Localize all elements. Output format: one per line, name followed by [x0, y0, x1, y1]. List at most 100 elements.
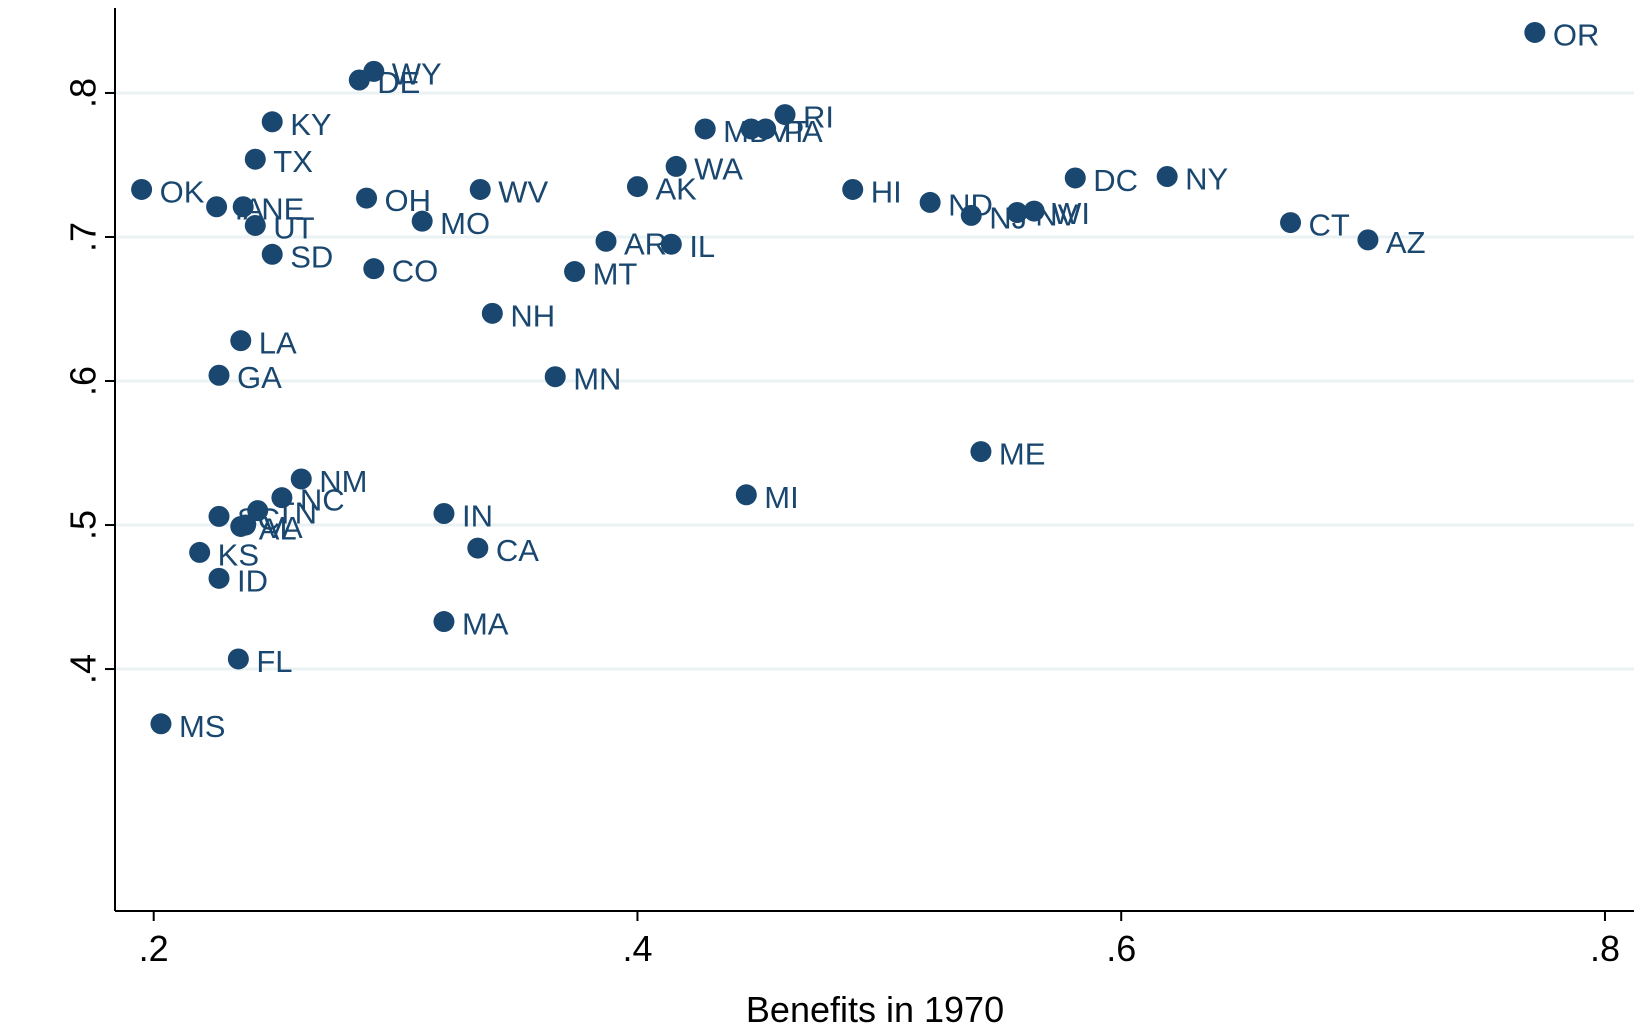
point: [208, 505, 230, 527]
x-tick-label: .8: [1590, 928, 1620, 969]
point-label: VA: [264, 510, 303, 545]
point-label: IL: [689, 229, 715, 264]
y-tick-label: .8: [63, 78, 104, 108]
point-label: MI: [764, 480, 798, 515]
point: [660, 233, 682, 255]
point: [189, 541, 211, 563]
point: [740, 118, 762, 140]
point: [348, 69, 370, 91]
point: [208, 567, 230, 589]
point-label: HI: [871, 174, 902, 209]
point: [208, 364, 230, 386]
point-label: KS: [218, 537, 259, 572]
point-label: ME: [999, 437, 1046, 472]
point-label: AZ: [1386, 225, 1426, 260]
point: [230, 515, 252, 537]
point-label: AL: [259, 511, 297, 546]
point: [1524, 21, 1546, 43]
point-label: WA: [694, 151, 743, 186]
point-label: GA: [237, 360, 282, 395]
point: [230, 330, 252, 352]
point: [1006, 202, 1028, 224]
point: [271, 487, 293, 509]
point: [481, 302, 503, 324]
point-label: SD: [290, 239, 333, 274]
y-tick-label: .4: [63, 654, 104, 684]
point: [467, 537, 489, 559]
point-label: WI: [1052, 196, 1090, 231]
point: [150, 713, 172, 735]
point-label: CA: [496, 533, 539, 568]
point-label: WV: [498, 174, 548, 209]
point-label: MT: [593, 257, 638, 292]
x-axis-title: Benefits in 1970: [746, 989, 1004, 1029]
point-label: DE: [377, 65, 420, 100]
point: [595, 230, 617, 252]
x-tick-label: .2: [139, 928, 169, 969]
point: [433, 503, 455, 525]
point-label: RI: [803, 100, 834, 135]
point: [247, 500, 269, 522]
point: [960, 204, 982, 226]
x-tick-label: .4: [622, 928, 652, 969]
point: [469, 178, 491, 200]
point: [1023, 200, 1045, 222]
y-tick-label: .5: [63, 510, 104, 540]
point-label: CT: [1309, 208, 1350, 243]
point: [356, 187, 378, 209]
point-label: MS: [179, 709, 226, 744]
point-label: AK: [655, 172, 697, 207]
point: [411, 210, 433, 232]
y-tick-label: .7: [63, 222, 104, 252]
point: [774, 104, 796, 126]
point: [755, 118, 777, 140]
point-label: NM: [319, 464, 367, 499]
point: [1064, 167, 1086, 189]
x-tick-label: .6: [1106, 928, 1136, 969]
point-label: DC: [1093, 163, 1138, 198]
point: [206, 196, 228, 218]
point: [131, 178, 153, 200]
point: [735, 484, 757, 506]
point: [227, 648, 249, 670]
y-tick-label: .6: [63, 366, 104, 396]
point: [665, 155, 687, 177]
point-label: TN: [276, 496, 317, 531]
point-label: OR: [1553, 17, 1600, 52]
point: [544, 366, 566, 388]
point-label: MN: [573, 362, 621, 397]
point: [1156, 166, 1178, 188]
point-label: UT: [273, 210, 314, 245]
point-label: IN: [462, 499, 493, 534]
point-label: NC: [300, 483, 345, 518]
point: [1280, 212, 1302, 234]
point: [244, 148, 266, 170]
point: [363, 258, 385, 280]
point: [261, 243, 283, 265]
point-label: NH: [510, 298, 555, 333]
point-label: WY: [392, 56, 442, 91]
point: [842, 178, 864, 200]
point: [919, 191, 941, 213]
point: [261, 111, 283, 133]
point-label: NE: [261, 192, 304, 227]
point-label: OK: [160, 174, 205, 209]
point: [232, 196, 254, 218]
point: [1357, 229, 1379, 251]
point-label: KY: [290, 107, 331, 142]
point-label: AR: [624, 226, 667, 261]
point: [244, 214, 266, 236]
point-label: TX: [273, 144, 313, 179]
point: [290, 468, 312, 490]
point: [564, 261, 586, 283]
point: [626, 176, 648, 198]
point: [694, 118, 716, 140]
point-label: NY: [1185, 162, 1228, 197]
point-label: FL: [256, 644, 292, 679]
point: [970, 441, 992, 463]
point-label: ID: [237, 563, 268, 598]
point-label: CO: [392, 254, 439, 289]
point-label: MA: [462, 607, 509, 642]
